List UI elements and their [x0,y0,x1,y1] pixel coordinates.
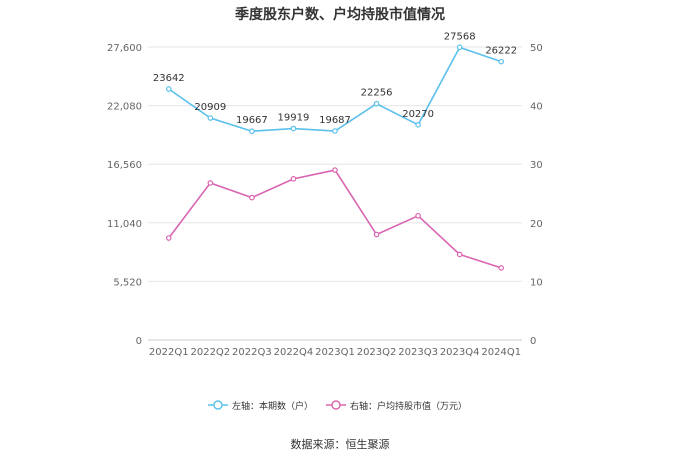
left-axis-tick-label: 16,560 [107,160,142,171]
legend-label: 左轴：本期数（户） [232,400,313,412]
data-point [456,251,463,258]
x-axis-tick-label: 2022Q4 [274,347,314,358]
right-axis-tick-label: 0 [530,336,536,347]
data-label: 26222 [485,46,517,57]
data-point [165,86,172,92]
x-axis-tick-label: 2022Q2 [190,347,230,358]
right-axis-tick-label: 10 [530,277,543,288]
chart-title: 季度股东户数、户均持股市值情况 [235,7,445,23]
data-point [373,231,380,238]
legend-label: 右轴：户均持股市值（万元） [350,400,467,412]
right-axis-tick-label: 20 [530,219,543,230]
data-point [249,128,255,135]
data-label: 27568 [444,31,476,42]
legend-marker-icon [331,400,341,410]
data-point [332,128,338,134]
x-axis-tick-label: 2023Q2 [357,347,397,358]
data-label: 19919 [278,113,310,124]
data-point [290,176,297,182]
right-axis-tick-label: 50 [530,43,543,54]
right-axis-tick-label: 30 [530,160,543,171]
data-point [290,125,297,132]
left-axis-tick-label: 0 [136,336,142,347]
series-line-avg-value [168,169,502,269]
x-axis-tick-label: 2022Q1 [149,347,189,358]
left-axis-tick-label: 5,520 [113,277,142,288]
legend-marker-icon [213,400,223,410]
data-point [249,194,255,201]
left-axis-tick-label: 27,600 [107,43,142,54]
x-axis-tick-label: 2022Q3 [232,347,272,358]
data-point [415,122,421,128]
data-label: 22256 [361,88,393,99]
data-point [415,212,421,219]
data-label: 19687 [319,115,351,126]
data-point [165,235,172,241]
data-label: 20909 [194,102,226,113]
x-axis-tick-label: 2023Q4 [440,347,480,358]
data-point [498,265,505,271]
left-axis-tick-label: 11,040 [107,219,142,230]
x-axis-tick-label: 2023Q1 [315,347,355,358]
data-label: 19667 [236,115,268,126]
data-source: 数据来源：恒生聚源 [290,438,390,451]
data-point [207,115,214,121]
data-label: 23642 [153,73,185,84]
x-axis-tick-label: 2024Q1 [481,347,521,358]
data-label: 20270 [402,109,434,120]
right-axis-tick-label: 40 [530,102,543,113]
x-axis-tick-label: 2023Q3 [398,347,438,358]
data-point [207,180,214,186]
data-point [498,58,505,65]
data-point [373,100,380,107]
data-point [456,44,463,51]
data-point [332,167,338,173]
left-axis-tick-label: 22,080 [107,102,142,113]
